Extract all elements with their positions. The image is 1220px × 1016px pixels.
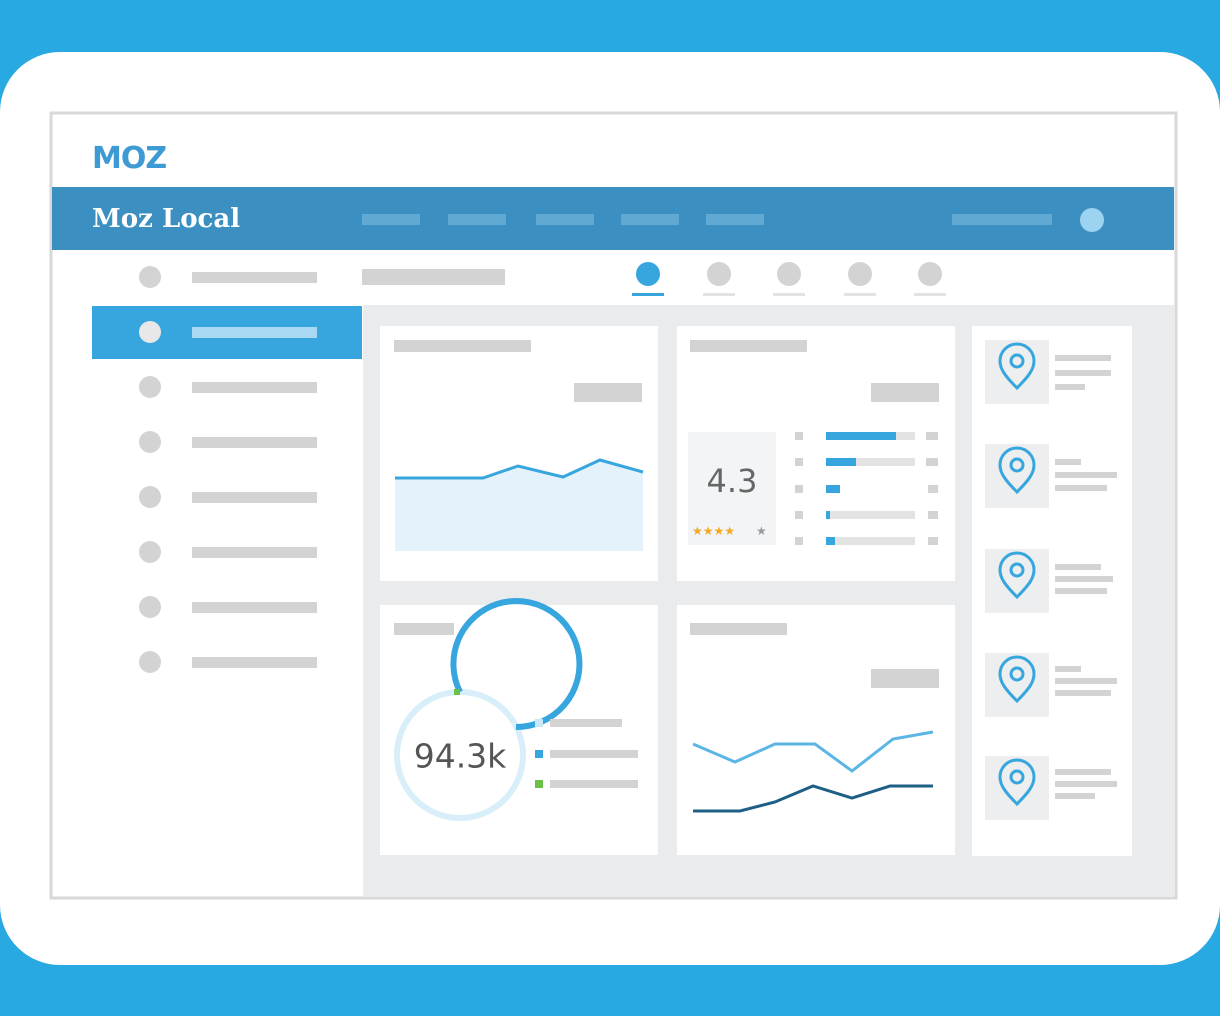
- svg-text:★: ★: [756, 524, 767, 538]
- svg-text:★★★★: ★★★★: [692, 524, 735, 538]
- line-widget: [380, 326, 658, 581]
- nav[interactable]: [362, 208, 1104, 232]
- app-title: Moz Local: [92, 204, 240, 234]
- rating-widget: 4.3 ★★★★ ★: [677, 326, 955, 581]
- donut-widget: 94.3k: [380, 598, 658, 855]
- locations-list[interactable]: [972, 326, 1132, 856]
- total-value: 94.3k: [414, 737, 507, 776]
- sidebar[interactable]: [92, 266, 362, 673]
- logo: MOZ: [92, 141, 166, 176]
- tabs[interactable]: [362, 262, 946, 296]
- trend-widget: [677, 605, 955, 855]
- rating-value: 4.3: [707, 462, 758, 500]
